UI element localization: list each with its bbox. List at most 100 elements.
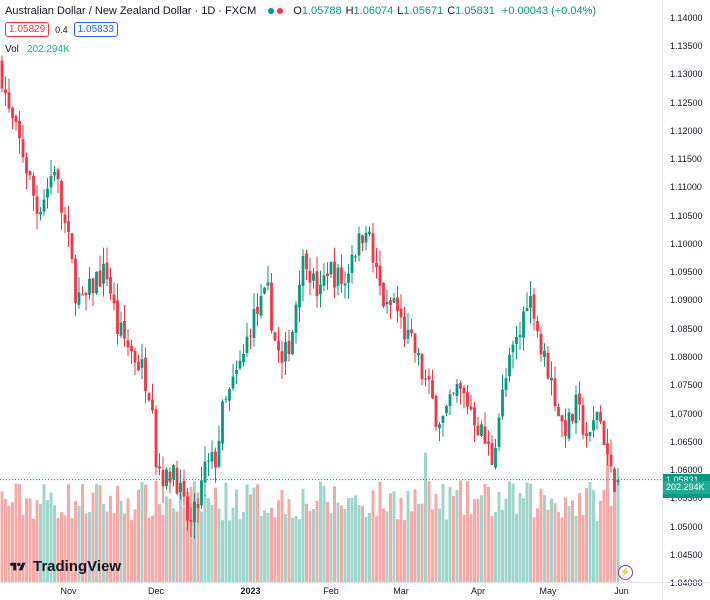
volume-bar [560,517,564,582]
time-tick-label: Apr [470,586,486,596]
candle-body [350,254,354,273]
candle-body [564,420,567,436]
candle-body [0,60,4,89]
volume-bar [235,489,238,582]
volume-bar [389,493,392,582]
volume-bar [378,481,382,582]
candle-body [413,333,417,353]
volume-bar [200,511,203,582]
symbol-header: Australian Dollar / New Zealand Dollar ·… [5,5,596,17]
candle-body [361,235,364,244]
candle-body [63,214,67,224]
price-axis[interactable]: 1.14000 1.13500 1.13000 1.12500 1.12000 1.115… [662,0,710,588]
volume-bar [375,516,378,582]
volume-bar [95,483,98,582]
candle-body [511,344,515,353]
volume-bar [406,490,410,582]
candlestick-chart[interactable] [0,0,662,582]
candle-body [214,451,217,468]
price-tick-label: 1.04500 [670,549,703,560]
volume-bar [494,512,497,582]
candle-body [287,340,291,355]
volume-bar [151,515,154,582]
volume-bar [298,519,301,582]
candle-body [144,357,147,392]
candle-body [210,451,214,462]
volume-bar [452,496,455,582]
candle-body [336,267,340,286]
volume-bar [581,515,585,582]
volume-bar [88,512,91,582]
volume-bar [392,491,396,582]
candle-body [389,300,392,306]
volume-bar [420,503,424,582]
ohlc-low: L1.05671 [397,5,444,17]
volume-bar [557,512,560,582]
quote-row: 1.05829 0.4 1.05833 [5,22,118,37]
market-status[interactable] [264,6,288,16]
volume-bar [578,492,581,582]
volume-bar [203,495,207,582]
candle-body [39,211,42,215]
volume-bar [287,498,291,582]
candle-body [42,199,46,212]
candle-body [168,471,172,483]
candle-body [539,333,543,355]
volume-bar [308,510,312,582]
candle-body [249,335,252,337]
price-tick-label: 1.04000 [670,578,703,589]
candle-body [245,336,249,354]
candle-body [49,175,53,188]
volume-bar [340,505,343,582]
candle-body [35,196,39,214]
volume-bar [231,507,235,582]
candle-body [291,331,294,355]
volume-bar [81,483,84,582]
candle-body [109,277,112,294]
candle-body [469,406,473,410]
candle-body [284,342,287,362]
candle-body [441,415,445,423]
candle-body [504,378,508,391]
volume-bar [487,486,490,582]
candle-body [161,470,165,487]
volume-bar [84,513,88,582]
volume-legend[interactable]: Vol 202.294K [5,44,70,55]
candle-body [112,294,116,304]
candle-body [599,411,602,422]
volume-bar [119,500,123,582]
candle-body [312,273,315,281]
volume-bar [312,508,315,582]
candle-body [473,407,476,426]
candle-body [508,354,511,377]
volume-bar [109,495,112,582]
volume-bar [158,504,161,582]
candle-body [266,282,270,286]
time-axis[interactable]: Nov Dec 2023 Feb Mar Apr May Jun [0,582,662,600]
candle-body [399,308,403,318]
volume-bar [315,500,319,582]
candle-body [123,321,126,339]
volume-bar [63,515,67,582]
candle-body [550,377,553,381]
price-tick-label: 1.05000 [670,521,703,532]
candle-body [382,282,385,307]
candle-body [515,336,518,345]
chart-pane[interactable]: Australian Dollar / New Zealand Dollar ·… [0,0,662,582]
sell-price-button[interactable]: 1.05829 [5,22,50,37]
candle-body [88,278,91,295]
candle-body [305,253,308,270]
buy-price-button[interactable]: 1.05833 [73,22,118,37]
volume-bar [550,498,553,582]
lightning-icon[interactable]: ⚡ [618,565,633,580]
tradingview-logo[interactable]: TradingView [8,558,121,575]
volume-bar [175,511,179,582]
candle-body [501,389,504,417]
price-tick-label: 1.13500 [670,41,703,52]
volume-bar [35,500,39,582]
symbol-title[interactable]: Australian Dollar / New Zealand Dollar ·… [5,5,257,17]
volume-bar [501,509,504,582]
axis-corner[interactable] [662,582,710,600]
volume-bar [301,488,305,582]
candle-body [165,469,168,487]
